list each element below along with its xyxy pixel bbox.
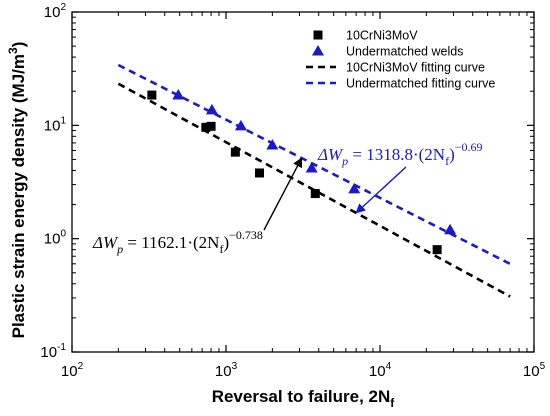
equation-label: ΔWp = 1162.1·(2Nf)−0.738 (92, 228, 263, 256)
annotation-arrow (263, 157, 303, 231)
data-point (305, 162, 318, 173)
data-point (234, 119, 247, 131)
data-point (444, 223, 457, 235)
x-tick-label: 104 (369, 361, 392, 380)
x-tick-label: 105 (523, 361, 546, 380)
equation-annotations: ΔWp = 1318.8·(2Nf)−0.69 ΔWp = 1162.1·(2Nf… (92, 140, 483, 256)
y-tick-label: 10-1 (40, 342, 66, 361)
legend-label: 10CrNi3MoV (346, 29, 418, 43)
data-points (147, 89, 457, 255)
data-point (266, 139, 279, 150)
legend-label: Undermatched welds (346, 45, 463, 59)
data-point (432, 245, 442, 255)
fit-curves (117, 63, 511, 298)
axis-ticks: 102 103 104 105 10-1 100 101 102 (40, 2, 545, 380)
data-point (172, 89, 185, 100)
x-tick-label: 103 (215, 361, 238, 380)
y-axis-title: Plastic strain energy density (MJ/m3) (6, 42, 28, 339)
data-point (348, 182, 361, 194)
plot-frame (71, 11, 535, 353)
equation-label: ΔWp = 1318.8·(2Nf)−0.69 (317, 140, 483, 168)
x-axis-title: Reversal to failure, 2Nf (212, 387, 396, 410)
fit-curve-line (117, 63, 511, 266)
data-point (205, 103, 218, 115)
legend-label: 10CrNi3MoV fitting curve (346, 61, 485, 75)
annotation-arrow (355, 166, 407, 214)
legend: 10CrNi3MoV Undermatched welds 10CrNi3MoV f… (306, 29, 495, 91)
legend-marker (313, 30, 323, 40)
y-tick-label: 102 (44, 2, 67, 21)
data-point (230, 147, 240, 157)
legend-marker (312, 45, 324, 56)
data-point (206, 121, 216, 131)
data-point (254, 168, 264, 178)
y-tick-label: 101 (44, 115, 67, 134)
y-tick-label: 100 (44, 229, 67, 248)
legend-label: Undermatched fitting curve (346, 77, 495, 91)
data-point (201, 122, 211, 132)
x-tick-label: 102 (61, 361, 84, 380)
data-point (147, 90, 157, 100)
data-point (310, 189, 320, 199)
